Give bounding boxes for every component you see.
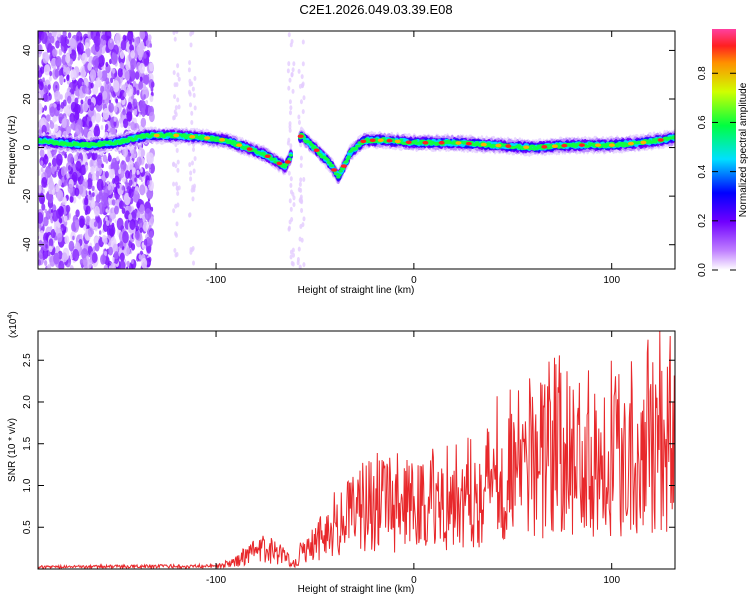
snr-frame	[37, 330, 676, 570]
snr-x-label: Height of straight line (km)	[298, 584, 415, 595]
x-tick-label: 0	[411, 275, 417, 286]
colorbar-tick-label: 0.6	[697, 115, 708, 129]
snr-panel: -100 0 100 0.5 1.0 1.5 2.0 2.5 Height of strai…	[7, 311, 676, 595]
x-tick-label: -100	[206, 275, 226, 286]
colorbar: 0.0 0.2 0.4 0.6 0.8 Normalized spectral ampl…	[697, 29, 749, 277]
spectrogram-panel: -100 0 100 -40 -20 0 20 40 Height of straight …	[7, 30, 676, 296]
y-tick-label: 0	[22, 144, 33, 150]
colorbar-gradient	[712, 29, 736, 270]
x-tick-label: 0	[411, 575, 417, 586]
x-tick-label: -100	[206, 575, 226, 586]
snr-scale-label: (x10	[8, 318, 19, 338]
y-tick-label: 0.5	[22, 520, 33, 534]
heatmap-cells	[38, 31, 675, 269]
x-tick-label: 100	[603, 275, 620, 286]
y-tick-label: 40	[22, 44, 33, 56]
spectrogram-x-ticks: -100 0 100	[206, 31, 620, 286]
spectrogram-y-ticks: -40 -20 0 20 40	[22, 44, 675, 252]
colorbar-label: Normalized spectral amplitude	[738, 82, 749, 217]
spectrogram-x-label: Height of straight line (km)	[298, 285, 415, 296]
spectrogram-y-label: Frequency (Hz)	[7, 116, 18, 185]
snr-y-label: SNR (10 * v/v)	[7, 418, 18, 482]
snr-scale-close: )	[8, 311, 19, 314]
colorbar-tick-label: 0.8	[697, 66, 708, 80]
snr-scale-note: (x104)	[7, 311, 19, 338]
y-tick-label: 2.5	[22, 353, 33, 367]
y-tick-label: 2.0	[22, 395, 33, 409]
colorbar-tick-label: 0.2	[697, 213, 708, 227]
colorbar-tick-label: 0.0	[697, 263, 708, 277]
y-tick-label: -40	[22, 237, 33, 252]
y-tick-label: -20	[22, 188, 33, 203]
y-tick-label: 1.5	[22, 436, 33, 450]
colorbar-ticks: 0.0 0.2 0.4 0.6 0.8	[697, 66, 736, 277]
snr-scale-exp: 4	[7, 315, 14, 319]
snr-series-line	[38, 331, 675, 569]
y-tick-label: 1.0	[22, 478, 33, 492]
spectrogram-frame	[37, 30, 676, 270]
page-title: C2E1.2026.049.03.39.E08	[299, 2, 452, 17]
y-tick-label: 20	[22, 93, 33, 105]
snr-x-ticks: -100 0 100	[206, 331, 620, 586]
colorbar-tick-label: 0.4	[697, 164, 708, 178]
svg-text:(x104): (x104)	[7, 311, 19, 338]
snr-y-ticks: 0.5 1.0 1.5 2.0 2.5	[22, 353, 675, 534]
x-tick-label: 100	[603, 575, 620, 586]
